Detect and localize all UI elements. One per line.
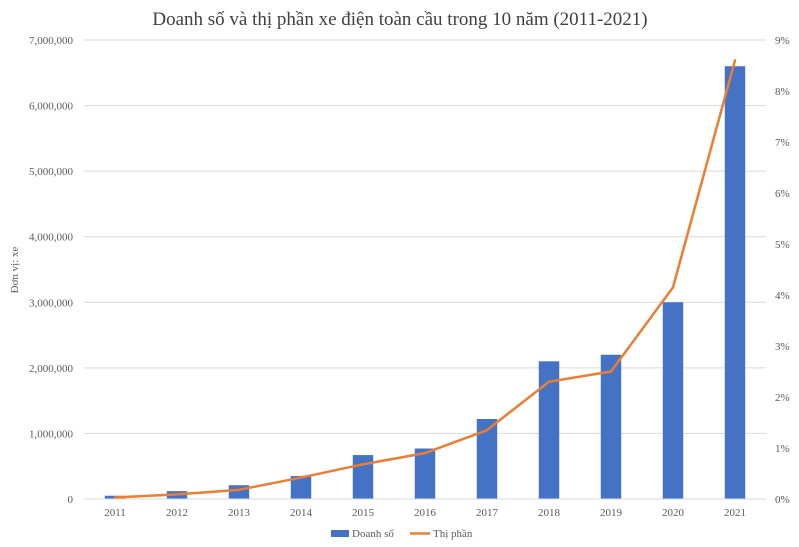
gridlines xyxy=(84,39,766,434)
left-tick-label: 6,000,000 xyxy=(29,101,74,113)
right-tick-label: 1% xyxy=(775,443,790,455)
x-tick-label: 2016 xyxy=(414,507,437,519)
x-axis-ticks: 2011 2012 2013 2014 2015 2016 2017 2018 2019 2020… xyxy=(104,507,746,519)
bar xyxy=(290,476,312,499)
bar xyxy=(414,448,436,499)
right-tick-label: 5% xyxy=(775,239,790,251)
x-tick-label: 2020 xyxy=(662,507,685,519)
left-tick-label: 0 xyxy=(68,494,74,506)
x-tick-label: 2017 xyxy=(476,507,499,519)
right-tick-label: 6% xyxy=(775,188,790,200)
legend-swatch-bar xyxy=(331,530,349,537)
x-tick-label: 2013 xyxy=(228,507,251,519)
right-tick-label: 9% xyxy=(775,35,790,47)
bar xyxy=(724,66,746,499)
bar xyxy=(476,419,498,499)
x-tick-label: 2012 xyxy=(166,507,188,519)
left-tick-label: 1,000,000 xyxy=(29,428,74,440)
y-axis-label: Đơn vị: xe xyxy=(9,247,21,294)
right-tick-label: 2% xyxy=(775,392,790,404)
right-tick-label: 0% xyxy=(775,494,790,506)
x-tick-label: 2018 xyxy=(538,507,561,519)
right-tick-label: 4% xyxy=(775,290,790,302)
right-tick-label: 8% xyxy=(775,86,790,98)
bar xyxy=(538,361,560,499)
left-tick-label: 3,000,000 xyxy=(29,297,74,309)
chart-title: Doanh số và thị phần xe điện toàn cầu tr… xyxy=(152,9,647,30)
x-tick-label: 2019 xyxy=(600,507,623,519)
right-axis-ticks: 0% 1% 2% 3% 4% 5% 6% 7% 8% 9% xyxy=(775,35,790,506)
series-line xyxy=(113,59,737,499)
legend: Doanh số Thị phần xyxy=(331,528,473,540)
line-series xyxy=(113,59,737,499)
right-tick-label: 3% xyxy=(775,341,790,353)
left-tick-label: 4,000,000 xyxy=(29,232,74,244)
left-tick-label: 7,000,000 xyxy=(29,35,74,47)
x-tick-label: 2011 xyxy=(104,507,126,519)
bar xyxy=(662,302,684,499)
left-axis-ticks: 0 1,000,000 2,000,000 3,000,000 4,000,000 5,0… xyxy=(29,35,74,506)
bar xyxy=(352,455,374,499)
left-tick-label: 5,000,000 xyxy=(29,166,74,178)
left-tick-label: 2,000,000 xyxy=(29,363,74,375)
x-tick-label: 2021 xyxy=(724,507,746,519)
bar xyxy=(600,354,622,499)
legend-label-bar: Doanh số xyxy=(352,528,394,540)
x-tick-label: 2014 xyxy=(290,507,313,519)
legend-label-line: Thị phần xyxy=(433,528,473,540)
x-tick-label: 2015 xyxy=(352,507,375,519)
right-tick-label: 7% xyxy=(775,137,790,149)
